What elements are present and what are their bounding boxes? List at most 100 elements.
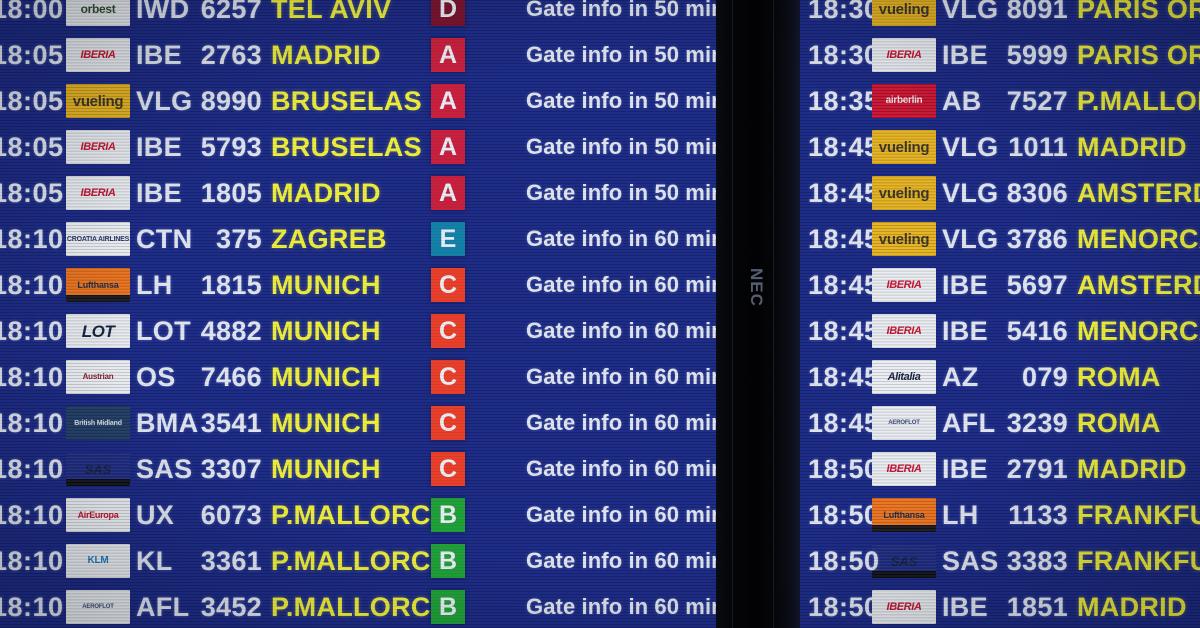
departure-time: 18:45 — [808, 269, 880, 300]
airline-logo-text: vueling — [878, 138, 930, 156]
flight-number: 3239 — [1006, 407, 1068, 438]
gate-info-status: Gate info in 50 min — [526, 180, 716, 205]
airline-code: IBE — [942, 591, 988, 622]
logo-underbar — [872, 525, 936, 532]
departure-time: 18:30 — [808, 39, 880, 70]
gate-badge: D — [431, 0, 465, 26]
destination: MADRID — [1077, 131, 1187, 162]
flight-number: 1815 — [200, 269, 262, 300]
gate-info-status: Gate info in 60 min — [526, 548, 716, 573]
destination: P.MALLORCA — [271, 591, 451, 622]
gate-badge: B — [431, 544, 465, 578]
screen-bezel-divider: NEC — [716, 0, 800, 628]
flight-number: 6073 — [200, 499, 262, 530]
destination: P.MALLORCA — [271, 545, 451, 576]
destination: MUNICH — [271, 269, 381, 300]
destination: FRANKFURT — [1077, 545, 1200, 576]
airline-code: IBE — [136, 131, 182, 162]
airline-logo-text: IBERIA — [886, 324, 922, 337]
flight-row: 18:10 Lufthansa LH 1815 MUNICH C Gate info in … — [0, 262, 716, 308]
flight-number: 5697 — [1006, 269, 1068, 300]
flight-row: 18:45 vueling VLG 1011 MADRID — [800, 124, 1200, 170]
flight-row: 18:50 IBERIA IBE 2791 MADRID — [800, 446, 1200, 492]
destination: AMSTERDAM — [1077, 177, 1200, 208]
flight-row: 18:30 IBERIA IBE 5999 PARIS ORLY — [800, 32, 1200, 78]
gate-info-status: Gate info in 60 min — [526, 410, 716, 435]
flight-number: 8306 — [1006, 177, 1068, 208]
departure-time: 18:10 — [0, 315, 64, 346]
airline-code: VLG — [136, 85, 193, 116]
airline-logo-klm-icon: KLM — [66, 544, 130, 578]
airline-logo-lufthansa-icon: Lufthansa — [872, 498, 936, 532]
airline-code: AFL — [136, 591, 190, 622]
flight-row: 18:50 IBERIA IBE 1851 MADRID — [800, 584, 1200, 628]
airline-code: IBE — [136, 177, 182, 208]
destination: MUNICH — [271, 315, 381, 346]
airline-logo-iberia-icon: IBERIA — [872, 452, 936, 486]
airline-logo-alitalia-icon: Alitalia — [872, 360, 936, 394]
bezel-seam-right — [773, 0, 774, 628]
airline-logo-text: SAS — [84, 461, 112, 477]
airline-code: CTN — [136, 223, 193, 254]
airline-code: AZ — [942, 361, 979, 392]
flight-row: 18:50SASSAS3383FRANKFURT — [800, 538, 1200, 584]
flight-number: 7527 — [1006, 85, 1068, 116]
destination: MADRID — [271, 177, 381, 208]
airline-logo-text: SAS — [890, 553, 918, 569]
departure-time: 18:10 — [0, 407, 64, 438]
airline-logo-text: Lufthansa — [77, 279, 119, 290]
airline-logo-text: AirEuropa — [77, 509, 119, 520]
departure-time: 18:10 — [0, 269, 64, 300]
gate-badge: A — [431, 38, 465, 72]
departure-time: 18:10 — [0, 223, 64, 254]
destination: TEL AVIV — [271, 0, 392, 24]
destination: MADRID — [1077, 453, 1187, 484]
airline-code: VLG — [942, 131, 999, 162]
flight-row: 18:00 orbest IWD 6257 TEL AVIV D Gate info in … — [0, 0, 716, 32]
flight-number: 3307 — [200, 453, 262, 484]
gate-info-status: Gate info in 60 min — [526, 364, 716, 389]
airline-logo-lufthansa-icon: Lufthansa — [66, 268, 130, 302]
airline-logo-text: Alitalia — [887, 370, 921, 383]
airline-code: VLG — [942, 177, 999, 208]
airline-code: AB — [942, 85, 982, 116]
gate-badge: B — [431, 498, 465, 532]
nec-brand-logo: NEC — [747, 268, 766, 307]
airline-logo-text: AEROFLOT — [888, 420, 920, 426]
airline-logo-text: CROATIA AIRLINES — [66, 235, 130, 243]
airline-code: VLG — [942, 223, 999, 254]
logo-underbar — [66, 295, 130, 302]
airline-code: IWD — [136, 0, 190, 24]
airline-logo-text: vueling — [72, 92, 124, 110]
airline-code: AFL — [942, 407, 996, 438]
flight-number: 1851 — [1006, 591, 1068, 622]
airline-logo-iberia-icon: IBERIA — [872, 590, 936, 624]
departure-time: 18:45 — [808, 361, 880, 392]
airline-code: SAS — [136, 453, 193, 484]
flight-number: 3786 — [1006, 223, 1068, 254]
departure-time: 18:45 — [808, 131, 880, 162]
airline-logo-british-midland-icon: British Midland — [66, 406, 130, 440]
airline-code: SAS — [942, 545, 999, 576]
airline-code: BMA — [136, 407, 199, 438]
destination: PARIS ORLY — [1077, 39, 1200, 70]
destination: BRUSELAS — [271, 131, 422, 162]
flight-row: 18:35 airberlin AB 7527 P.MALLORCA — [800, 78, 1200, 124]
flight-row: 18:05 IBERIA IBE 5793 BRUSELAS A Gate info in … — [0, 124, 716, 170]
flight-row: 18:45 IBERIA IBE 5697 AMSTERDAM — [800, 262, 1200, 308]
airline-logo-sas-icon: SAS — [872, 544, 936, 578]
gate-badge: B — [431, 590, 465, 624]
airline-logo-text: IBERIA — [80, 140, 116, 153]
gate-badge: A — [431, 84, 465, 118]
gate-info-status: Gate info in 60 min — [526, 456, 716, 481]
airline-logo-aeroflot-icon: AEROFLOT — [66, 590, 130, 624]
destination: MUNICH — [271, 453, 381, 484]
airline-logo-vueling-icon: vueling — [66, 84, 130, 118]
airline-logo-text: vueling — [878, 230, 930, 248]
